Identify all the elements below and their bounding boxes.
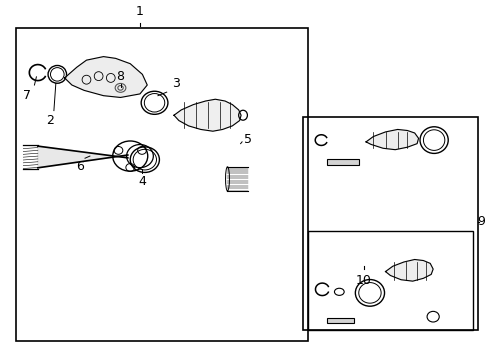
Bar — [307, 231, 472, 330]
Text: 1: 1 — [136, 5, 143, 18]
Text: 4: 4 — [138, 175, 146, 188]
Text: 10: 10 — [355, 274, 371, 287]
Polygon shape — [174, 99, 241, 131]
Text: 2: 2 — [46, 114, 54, 127]
Text: 7: 7 — [22, 89, 31, 102]
Polygon shape — [64, 57, 147, 98]
Polygon shape — [366, 130, 418, 150]
Polygon shape — [38, 146, 127, 168]
Text: 3: 3 — [172, 77, 180, 90]
Text: 5: 5 — [243, 132, 251, 145]
Polygon shape — [385, 260, 432, 281]
Bar — [16, 28, 307, 341]
Bar — [302, 117, 477, 330]
Bar — [326, 158, 358, 165]
Text: 8: 8 — [116, 70, 124, 83]
Text: 6: 6 — [76, 160, 84, 174]
Bar — [326, 318, 353, 323]
Text: 9: 9 — [476, 215, 484, 228]
